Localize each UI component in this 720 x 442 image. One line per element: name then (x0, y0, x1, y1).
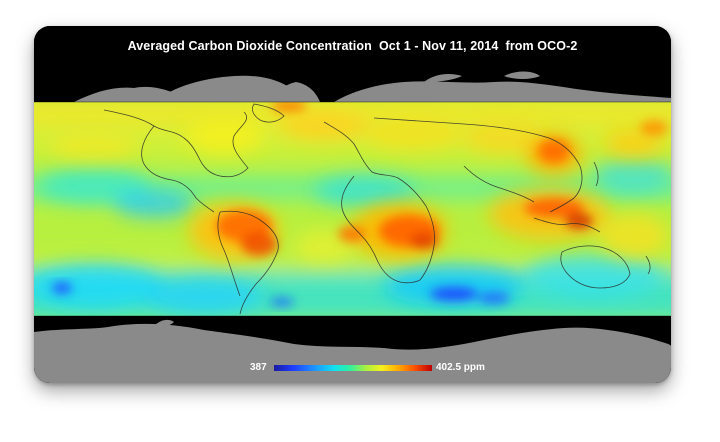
map-title: Averaged Carbon Dioxide Concentration Oc… (127, 39, 578, 53)
map-frame: Averaged Carbon Dioxide Concentration Oc… (34, 26, 671, 383)
arctic-land (74, 71, 671, 102)
antarctic-land (34, 319, 671, 383)
color-scale-legend: 387 402.5 ppm (34, 362, 671, 376)
legend-max-label: 402.5 ppm (436, 362, 485, 373)
legend-min-label: 387 (250, 362, 267, 373)
co2-world-map (34, 26, 671, 383)
coastlines (103, 103, 651, 315)
legend-color-bar (274, 365, 432, 371)
co2-data-band (34, 102, 671, 316)
